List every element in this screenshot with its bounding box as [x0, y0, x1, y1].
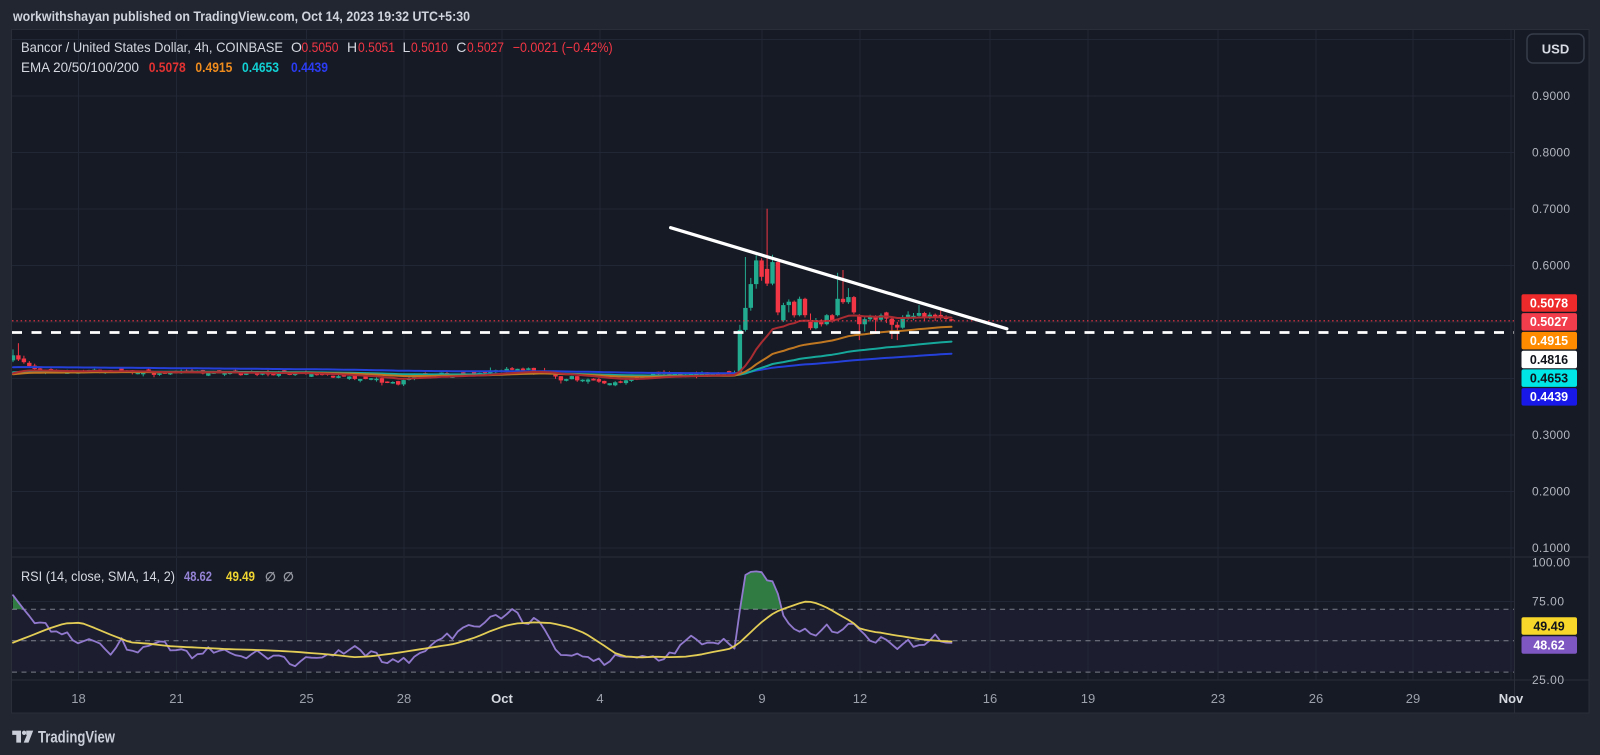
svg-text:0.5010: 0.5010 — [411, 39, 448, 55]
svg-text:0.4653: 0.4653 — [242, 59, 279, 75]
svg-text:TradingView: TradingView — [38, 729, 115, 747]
svg-text:0.8000: 0.8000 — [1532, 146, 1570, 160]
svg-text:26: 26 — [1309, 691, 1323, 706]
svg-text:25.00: 25.00 — [1532, 673, 1564, 687]
svg-text:−0.0021 (−0.42%): −0.0021 (−0.42%) — [513, 39, 613, 55]
svg-text:48.62: 48.62 — [184, 568, 212, 584]
svg-text:∅: ∅ — [283, 570, 294, 584]
svg-text:0.5050: 0.5050 — [302, 39, 339, 55]
svg-text:0.4653: 0.4653 — [1530, 372, 1568, 386]
svg-text:RSI (14, close, SMA, 14, 2): RSI (14, close, SMA, 14, 2) — [21, 568, 175, 584]
svg-text:4: 4 — [596, 691, 603, 706]
svg-text:0.5051: 0.5051 — [358, 39, 395, 55]
svg-text:0.6000: 0.6000 — [1532, 259, 1570, 273]
svg-text:21: 21 — [169, 691, 183, 706]
svg-text:28: 28 — [397, 691, 411, 706]
svg-text:0.5078: 0.5078 — [149, 59, 186, 75]
svg-text:EMA 20/50/100/200: EMA 20/50/100/200 — [21, 59, 139, 75]
svg-text:H: H — [347, 39, 357, 55]
svg-text:18: 18 — [71, 691, 85, 706]
svg-text:workwithshayan published on Tr: workwithshayan published on TradingView.… — [12, 9, 470, 24]
svg-text:75.00: 75.00 — [1532, 595, 1564, 609]
svg-text:19: 19 — [1081, 691, 1095, 706]
svg-text:0.5078: 0.5078 — [1530, 296, 1568, 310]
svg-text:0.7000: 0.7000 — [1532, 202, 1570, 216]
svg-text:0.5027: 0.5027 — [1530, 315, 1568, 329]
svg-text:Oct: Oct — [491, 691, 513, 706]
svg-text:0.4816: 0.4816 — [1530, 353, 1568, 367]
svg-text:C: C — [456, 39, 466, 55]
svg-text:USD: USD — [1542, 42, 1569, 57]
svg-text:49.49: 49.49 — [226, 568, 255, 584]
svg-text:0.5027: 0.5027 — [467, 39, 504, 55]
svg-text:0.4915: 0.4915 — [1530, 334, 1568, 348]
svg-text:12: 12 — [853, 691, 867, 706]
svg-text:100.00: 100.00 — [1532, 555, 1570, 569]
svg-text:49.49: 49.49 — [1533, 619, 1564, 633]
svg-text:0.4439: 0.4439 — [1530, 390, 1568, 404]
svg-text:0.1000: 0.1000 — [1532, 541, 1570, 555]
svg-text:48.62: 48.62 — [1533, 638, 1564, 652]
svg-text:0.2000: 0.2000 — [1532, 485, 1570, 499]
svg-text:16: 16 — [983, 691, 997, 706]
svg-text:∅: ∅ — [265, 570, 276, 584]
svg-text:29: 29 — [1406, 691, 1420, 706]
svg-text:Nov: Nov — [1499, 691, 1524, 706]
svg-text:0.9000: 0.9000 — [1532, 89, 1570, 103]
svg-text:25: 25 — [299, 691, 313, 706]
svg-text:Bancor / United States Dollar,: Bancor / United States Dollar, 4h, COINB… — [21, 39, 283, 55]
svg-text:0.4439: 0.4439 — [291, 59, 328, 75]
svg-text:O: O — [291, 39, 302, 55]
svg-text:9: 9 — [758, 691, 765, 706]
svg-text:23: 23 — [1211, 691, 1225, 706]
svg-text:0.3000: 0.3000 — [1532, 428, 1570, 442]
svg-text:L: L — [403, 39, 411, 55]
svg-text:0.4915: 0.4915 — [195, 59, 232, 75]
